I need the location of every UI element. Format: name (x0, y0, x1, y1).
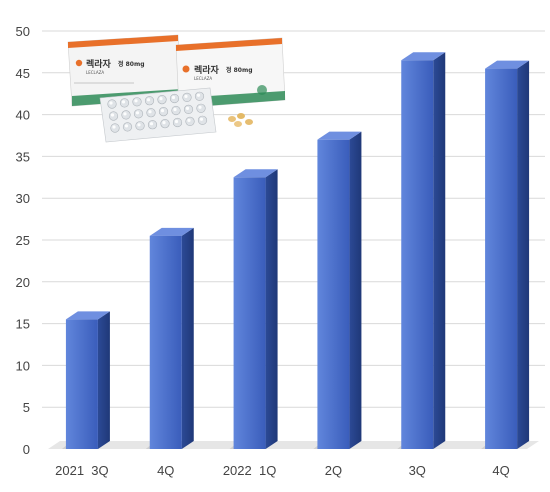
floor-shadow (48, 441, 539, 449)
blister-highlight (187, 118, 191, 122)
blister-highlight (123, 112, 127, 116)
box-right-sublabel: LECLAZA (194, 76, 212, 81)
loose-tablets (228, 113, 253, 127)
bar-top (317, 131, 362, 140)
bar-top (485, 60, 530, 69)
y-tick-label: 25 (16, 233, 30, 248)
bar-front (149, 235, 182, 449)
x-tick-label: 2021 3Q (55, 463, 109, 478)
blister-pack (99, 87, 217, 143)
bar-6 (481, 60, 530, 450)
x-tick-label: 3Q (409, 463, 426, 478)
bar-side (433, 52, 446, 449)
blister-highlight (134, 99, 138, 103)
y-tick-label: 20 (16, 275, 30, 290)
blister-highlight (199, 117, 204, 121)
bar-1 (61, 311, 110, 449)
bar-side (517, 60, 530, 450)
box-right-brand: 렉라자 (194, 64, 220, 76)
bar-side (349, 131, 362, 449)
bar-5 (397, 52, 446, 449)
x-tick-label: 2022 1Q (223, 463, 277, 478)
y-axis-tick-labels: 0 5 10 15 20 25 30 35 40 45 50 (16, 24, 30, 457)
blister-highlight (185, 106, 190, 110)
blister-highlight (162, 121, 166, 125)
x-tick-label: 4Q (157, 463, 174, 478)
blister-highlight (124, 124, 129, 128)
y-tick-label: 45 (16, 66, 30, 81)
y-tick-label: 0 (23, 442, 30, 457)
y-tick-label: 5 (23, 400, 30, 415)
blister-highlight (121, 100, 126, 104)
bar-front (317, 139, 350, 449)
bar-top (233, 169, 278, 178)
blister-highlight (173, 107, 177, 112)
y-tick-label: 50 (16, 24, 30, 39)
blister-highlight (174, 119, 179, 124)
blister-highlight (196, 93, 201, 97)
blister-highlight (148, 110, 152, 114)
blister-highlight (171, 95, 176, 100)
blister-highlight (149, 122, 154, 126)
blister-highlight (110, 113, 115, 117)
bar-side (181, 227, 194, 449)
blister-highlight (160, 109, 165, 113)
bar-top (65, 311, 110, 320)
y-tick-label: 10 (16, 358, 30, 373)
blister-highlight (198, 105, 202, 109)
bar-front (65, 319, 98, 449)
bar-4 (313, 131, 362, 449)
x-tick-label: 2Q (325, 463, 342, 478)
bar-3 (229, 169, 278, 450)
blister-highlight (184, 94, 188, 98)
bar-top (149, 227, 194, 236)
y-tick-label: 40 (16, 108, 30, 123)
x-axis-tick-labels: 2021 3Q 4Q 2022 1Q 2Q 3Q 4Q (55, 463, 510, 478)
blister-highlight (137, 123, 141, 127)
bar-side (97, 311, 110, 449)
bar-front (401, 60, 434, 449)
blister-highlight (135, 111, 140, 115)
y-tick-label: 30 (16, 191, 30, 206)
blister-highlight (146, 98, 151, 102)
bar-side (265, 169, 278, 450)
product-packaging-image: 렉라자 정 80mg LECLAZA 렉라자 정 80mg LECLAZA (67, 34, 286, 143)
y-tick-label: 35 (16, 149, 30, 164)
blister-highlight (109, 101, 113, 105)
bar-top (401, 52, 446, 61)
y-tick-label: 15 (16, 317, 30, 332)
box-left-dose: 정 80mg (118, 60, 145, 68)
box-right-dose: 정 80mg (226, 66, 253, 74)
bar-2 (145, 227, 194, 449)
gridlines (42, 30, 545, 408)
floor-plane (48, 441, 539, 449)
bar-front (485, 68, 518, 450)
blister-highlight (112, 125, 116, 129)
bar-front (233, 177, 266, 450)
blister-highlight (159, 97, 163, 101)
box-left-brand: 렉라자 (86, 58, 112, 70)
box-left-sublabel: LECLAZA (86, 70, 104, 75)
x-tick-label: 4Q (492, 463, 509, 478)
bars (61, 52, 530, 450)
